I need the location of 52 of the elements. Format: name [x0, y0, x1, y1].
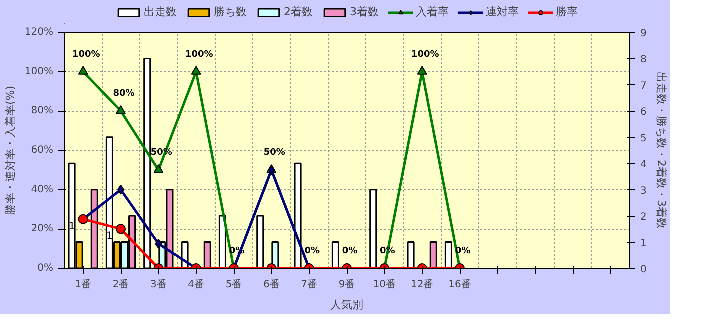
data-label: 0% [342, 246, 358, 256]
data-label: 50% [264, 148, 286, 158]
legend-label: 連対率 [486, 4, 519, 20]
x-tick-label: 9番 [338, 278, 356, 290]
point [417, 66, 428, 75]
y-tick-label: 100% [24, 66, 54, 78]
point [78, 66, 88, 75]
annotation: 1 [68, 221, 76, 232]
y2-tick-label: 1 [640, 238, 647, 250]
x-tick-label: 3番 [150, 278, 167, 290]
point [191, 66, 202, 75]
y2-tick-label: 7 [640, 80, 647, 92]
y-tick-label: 80% [31, 106, 54, 117]
y2-tick-label: 4 [640, 160, 647, 171]
y-tick-label: 0% [38, 263, 54, 274]
x-tick-label: 2番 [112, 278, 130, 290]
point [116, 105, 126, 114]
x-tick-label: 4番 [188, 278, 205, 290]
annotation: 1 [106, 231, 114, 242]
y-axis-title: 勝率・連対率・入着率(%) [4, 86, 17, 216]
data-label: 0% [304, 246, 320, 256]
x-tick-label: 5番 [226, 278, 242, 290]
data-label: 100% [185, 50, 214, 60]
y2-axis-title: 出走数・勝ち数・2着数・3着数 [654, 72, 668, 229]
legend-label: 勝ち数 [214, 4, 247, 20]
legend-label: 3着数 [350, 4, 379, 20]
y2-tick-label: 2 [640, 212, 647, 224]
y-tick-label: 120% [24, 27, 54, 38]
y2-tick-label: 6 [640, 107, 647, 118]
x-tick-label: 10番 [373, 278, 396, 290]
y2-tick-label: 8 [640, 54, 647, 66]
legend-label: 2着数 [284, 4, 313, 20]
x-axis-title: 人気別 [330, 298, 364, 312]
y2-tick-label: 5 [640, 133, 647, 144]
legend-label: 出走数 [144, 4, 177, 20]
x-tick-label: 16番 [448, 278, 472, 290]
y-tick-label: 60% [31, 145, 54, 156]
point [154, 164, 164, 174]
x-tick-label: 12番 [410, 278, 434, 290]
data-label: 100% [411, 50, 440, 60]
y2-tick-label: 9 [640, 28, 647, 40]
legend-label: 勝率 [556, 4, 578, 20]
y2-tick-label: 3 [640, 186, 647, 197]
data-label: 100% [72, 50, 100, 60]
y-tick-label: 40% [31, 184, 54, 196]
y2-tick-label: 0 [640, 264, 647, 276]
legend-label: 入着率 [416, 4, 449, 20]
x-tick-label: 1番 [75, 278, 92, 290]
y-tick-label: 20% [31, 224, 54, 235]
x-tick-label: 7番 [301, 278, 318, 290]
x-tick-label: 6番 [263, 278, 280, 290]
data-label: 80% [113, 89, 135, 100]
